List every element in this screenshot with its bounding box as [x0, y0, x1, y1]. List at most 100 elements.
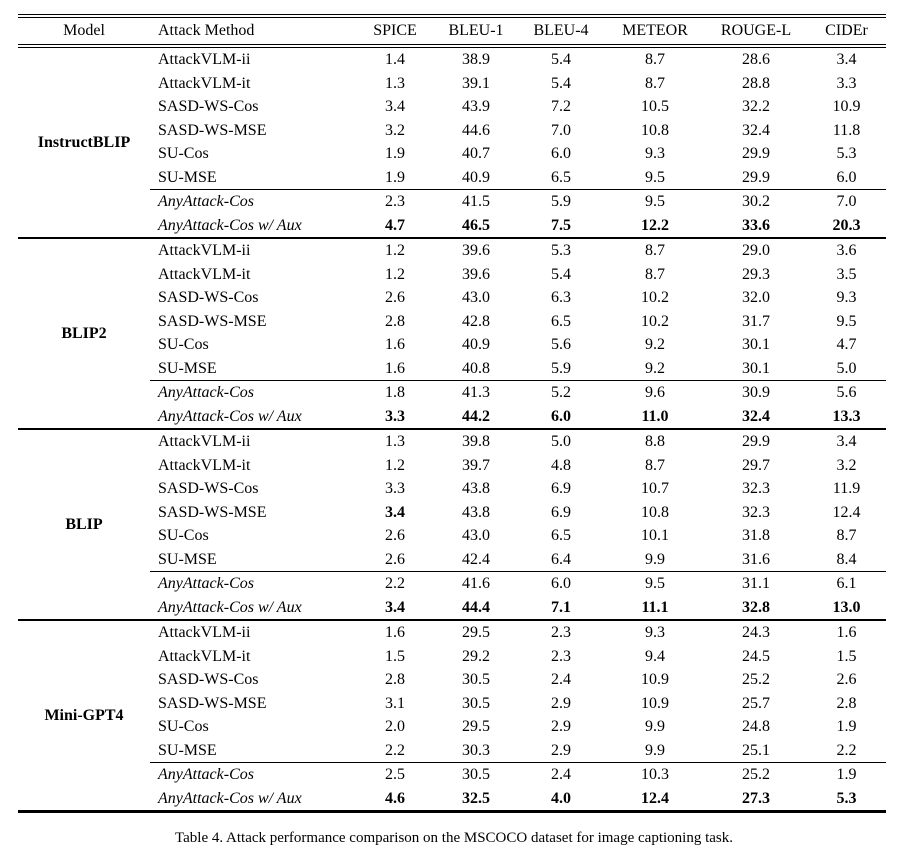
metric-value: 2.6 — [385, 550, 405, 568]
attack-method-label: SASD-WS-Cos — [158, 480, 259, 497]
metric-value: 32.3 — [742, 503, 770, 521]
table-row: SU-Cos 1.9 40.7 6.0 9.3 29.9 5.3 — [18, 142, 886, 166]
table-row: AnyAttack-Cos 2.3 41.5 5.9 9.5 30.2 7.0 — [18, 189, 886, 214]
metric-value: 5.9 — [551, 359, 571, 377]
metric-value: 3.3 — [385, 407, 405, 425]
metric-value: 6.4 — [551, 550, 571, 568]
metric-value: 12.2 — [641, 216, 669, 234]
metric-value: 30.5 — [435, 762, 517, 787]
attack-method-label: SU-MSE — [158, 168, 217, 186]
metric-value: 43.0 — [462, 289, 490, 306]
metric-value: 5.3 — [551, 242, 571, 259]
metric-value: 2.8 — [385, 312, 405, 330]
metric-value: 1.9 — [807, 762, 886, 787]
metric-value: 32.8 — [742, 598, 770, 616]
metric-value: 9.9 — [645, 550, 665, 568]
header-attack-method: Attack Method — [158, 22, 255, 39]
table-row: AnyAttack-Cos w/ Aux 3.3 44.2 6.0 11.0 32.4 13… — [18, 405, 886, 430]
metric-value: 31.1 — [705, 571, 807, 596]
table-row: AttackVLM-it 1.2 39.6 5.4 8.7 29.3 3.5 — [18, 263, 886, 287]
metric-value: 8.8 — [645, 433, 665, 450]
metric-value: 30.1 — [742, 359, 770, 377]
metric-value: 9.2 — [645, 359, 665, 377]
metric-value: 3.5 — [836, 265, 857, 283]
metric-value: 42.8 — [462, 312, 490, 330]
metric-value: 3.4 — [836, 433, 857, 450]
attack-method-label: SASD-WS-MSE — [158, 121, 267, 139]
metric-value: 4.7 — [385, 216, 405, 234]
metric-value: 11.8 — [832, 121, 861, 139]
metric-value: 25.2 — [742, 671, 770, 688]
header-spice: SPICE — [373, 22, 417, 39]
metric-value: 46.5 — [462, 216, 490, 234]
metric-value: 8.7 — [645, 242, 665, 259]
metric-value: 2.3 — [551, 624, 571, 641]
metric-value: 30.3 — [462, 741, 490, 759]
model-label: InstructBLIP — [37, 133, 131, 151]
metric-value: 3.4 — [385, 503, 405, 521]
metric-value: 9.5 — [836, 312, 857, 330]
metric-value: 1.6 — [385, 624, 405, 641]
metric-value: 43.8 — [462, 480, 490, 497]
metric-value: 13.3 — [832, 407, 861, 425]
metric-value: 6.1 — [807, 571, 886, 596]
attack-method-label: AttackVLM-ii — [158, 242, 251, 259]
attack-method-label: SASD-WS-MSE — [158, 503, 267, 521]
metric-value: 10.1 — [641, 527, 669, 544]
attack-method-label: SASD-WS-MSE — [158, 694, 267, 712]
metric-value: 9.6 — [605, 380, 705, 405]
metric-value: 6.0 — [551, 145, 571, 162]
header-bleu1: BLEU-1 — [448, 22, 504, 39]
attack-method-label: AttackVLM-it — [158, 74, 251, 92]
metric-value: 12.4 — [832, 503, 861, 521]
metric-value: 3.4 — [385, 598, 405, 616]
metric-value: 43.8 — [462, 503, 490, 521]
metric-value: 29.3 — [742, 265, 770, 283]
table-row: BLIP AttackVLM-ii 1.3 39.8 5.0 8.8 29.9 3.4 — [18, 429, 886, 533]
metric-value: 32.0 — [742, 289, 770, 306]
metric-value: 2.2 — [355, 571, 435, 596]
metric-value: 39.6 — [462, 265, 490, 283]
metric-value: 2.6 — [385, 527, 405, 544]
table-row: SASD-WS-MSE 2.8 42.8 6.5 10.2 31.7 9.5 — [18, 310, 886, 334]
table-row: AnyAttack-Cos 1.8 41.3 5.2 9.6 30.9 5.6 — [18, 380, 886, 405]
metric-value: 32.2 — [742, 98, 770, 115]
metric-value: 40.8 — [462, 359, 490, 377]
metric-value: 9.3 — [645, 145, 665, 162]
metric-value: 40.9 — [462, 336, 490, 353]
metric-value: 31.7 — [742, 312, 770, 330]
metric-value: 3.2 — [836, 456, 857, 474]
metric-value: 43.0 — [462, 527, 490, 544]
metric-value: 29.0 — [742, 242, 770, 259]
attack-method-label: AnyAttack-Cos — [150, 762, 355, 787]
metric-value: 5.6 — [551, 336, 571, 353]
metric-value: 29.7 — [742, 456, 770, 474]
metric-value: 5.9 — [517, 189, 605, 214]
metric-value: 30.9 — [705, 380, 807, 405]
metric-value: 2.6 — [836, 671, 857, 688]
metric-value: 8.4 — [836, 550, 857, 568]
metric-value: 5.4 — [551, 265, 571, 283]
metric-value: 30.5 — [462, 671, 490, 688]
table-row: AnyAttack-Cos w/ Aux 4.7 46.5 7.5 12.2 33.6 20… — [18, 214, 886, 239]
metric-value: 31.6 — [742, 550, 770, 568]
attack-method-label: SU-MSE — [158, 359, 217, 377]
metric-value: 2.6 — [385, 289, 405, 306]
metric-value: 44.2 — [462, 407, 490, 425]
model-label: BLIP — [65, 515, 103, 533]
attack-method-label: SASD-WS-Cos — [158, 671, 259, 688]
metric-value: 8.7 — [645, 74, 665, 92]
metric-value: 28.6 — [742, 51, 770, 68]
metric-value: 24.5 — [742, 647, 770, 665]
metric-value: 5.0 — [836, 359, 857, 377]
metric-value: 9.2 — [645, 336, 665, 353]
attack-method-label: AnyAttack-Cos — [150, 380, 355, 405]
metric-value: 5.3 — [836, 789, 857, 807]
table-row: SU-MSE 1.9 40.9 6.5 9.5 29.9 6.0 — [18, 166, 886, 190]
table-row: AttackVLM-it 1.5 29.2 2.3 9.4 24.5 1.5 — [18, 645, 886, 669]
attack-method-label: AnyAttack-Cos w/ Aux — [158, 216, 302, 234]
table-row: InstructBLIP AttackVLM-ii 1.4 38.9 5.4 8.7 28.… — [18, 46, 886, 151]
metric-value: 6.5 — [551, 527, 571, 544]
metric-value: 4.7 — [836, 336, 857, 353]
metric-value: 6.3 — [551, 289, 571, 306]
